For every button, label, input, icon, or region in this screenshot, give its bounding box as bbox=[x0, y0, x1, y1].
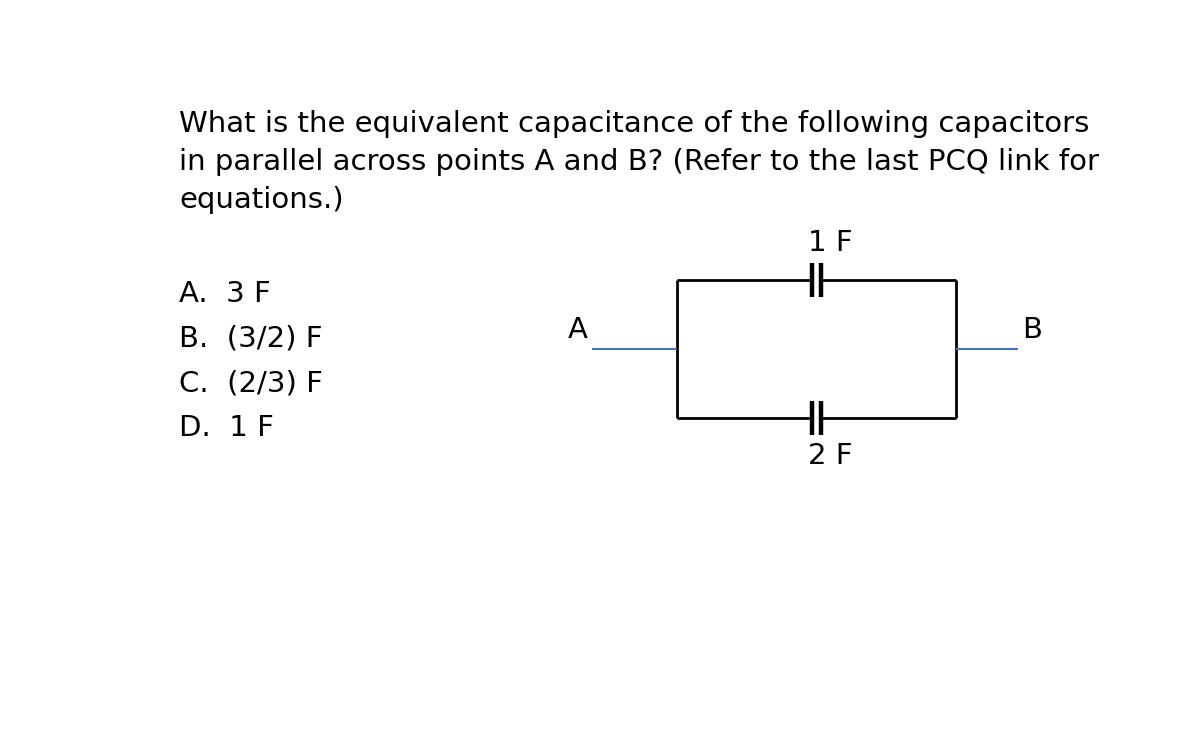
Text: 1 F: 1 F bbox=[808, 229, 853, 257]
Text: C.  (2/3) F: C. (2/3) F bbox=[180, 369, 323, 397]
Text: What is the equivalent capacitance of the following capacitors
in parallel acros: What is the equivalent capacitance of th… bbox=[180, 110, 1099, 214]
Text: A: A bbox=[568, 316, 588, 344]
Text: B.  (3/2) F: B. (3/2) F bbox=[180, 324, 323, 352]
Text: 2 F: 2 F bbox=[809, 442, 853, 470]
Text: A.  3 F: A. 3 F bbox=[180, 280, 271, 308]
Text: D.  1 F: D. 1 F bbox=[180, 414, 275, 442]
Text: B: B bbox=[1022, 316, 1042, 344]
